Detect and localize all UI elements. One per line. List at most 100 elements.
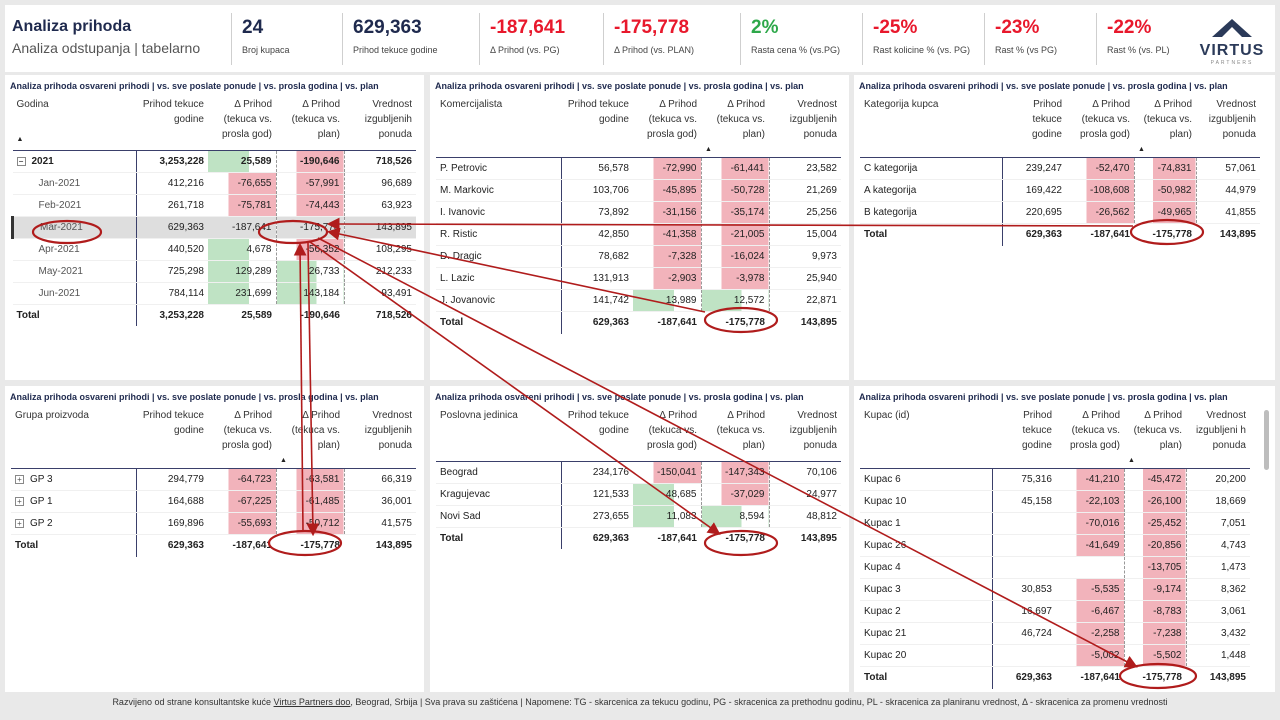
row-label[interactable]: Kragujevac (436, 483, 562, 506)
table-row[interactable]: + GP 2 169,896 -55,693 -50,712 41,575 (11, 512, 416, 535)
column-header-prihod[interactable]: Prihod tekuce godine (992, 408, 1056, 469)
row-label[interactable]: Mar-2021 (11, 216, 137, 239)
row-label[interactable]: + GP 3 (11, 468, 137, 491)
row-label[interactable]: I. Ivanovic (436, 201, 562, 224)
table-row[interactable]: Jan-2021 412,216 -76,655 -57,991 96,689 (12, 172, 416, 195)
row-label[interactable]: May-2021 (12, 260, 137, 283)
sort-arrow-icon[interactable]: ▲ (280, 457, 287, 464)
row-label[interactable]: Kupac 2 (860, 600, 993, 623)
row-label[interactable]: + GP 1 (11, 490, 137, 513)
column-header-dimension[interactable]: Poslovna jedinica (436, 408, 561, 462)
table-row[interactable]: Jun-2021 784,114 231,699 143,184 93,491 (12, 282, 416, 305)
row-label[interactable]: Kupac 1 (860, 512, 993, 535)
table-row[interactable]: Kupac 3 30,853 -5,535 -9,174 8,362 (860, 578, 1250, 601)
row-label[interactable]: Kupac 6 (860, 468, 993, 491)
row-label[interactable]: B kategorija (860, 201, 1003, 224)
sort-arrow-icon[interactable]: ▲ (16, 136, 24, 143)
table-row[interactable]: D. Dragic 78,682 -7,328 -16,024 9,973 (436, 245, 841, 268)
column-header-dimension[interactable]: Kategorija kupca (860, 97, 1002, 158)
table-row[interactable]: A kategorija 169,422 -108,608 -50,982 44,979 (860, 179, 1260, 202)
column-header-dimension[interactable]: Kupac (id) (860, 408, 992, 469)
table-row[interactable]: B kategorija 220,695 -26,562 -49,965 41,855 (860, 201, 1260, 224)
column-header-vrednost[interactable]: Vrednost izgubljenih ponuda (344, 408, 416, 469)
row-label[interactable]: Kupac 10 (860, 490, 993, 513)
column-header-delta-plan[interactable]: Δ Prihod (tekuca vs. plan) (276, 97, 344, 151)
row-label[interactable]: Novi Sad (436, 505, 562, 528)
column-header-delta-plan[interactable]: Δ Prihod (tekuca vs. plan) ▲ (1134, 97, 1196, 158)
table-row[interactable]: Feb-2021 261,718 -75,781 -74,443 63,923 (12, 194, 416, 217)
table-row[interactable]: Kupac 2 16,697 -6,467 -8,783 3,061 (860, 600, 1250, 623)
table-row[interactable]: Mar-2021 629,363 -187,641 -175,778 143,895 (11, 216, 416, 239)
column-header-vrednost[interactable]: Vrednost izgubljenih ponuda (1196, 97, 1260, 158)
column-header-delta-plan[interactable]: Δ Prihod (tekuca vs. plan) ▲ (701, 97, 769, 158)
column-header-delta-pg[interactable]: Δ Prihod (tekuca vs. prosla god) (208, 408, 276, 469)
expand-icon[interactable]: + (15, 475, 24, 484)
table-row[interactable]: L. Lazic 131,913 -2,903 -3,978 25,940 (436, 267, 841, 290)
table-row[interactable]: Apr-2021 440,520 4,678 -56,352 108,295 (12, 238, 416, 261)
row-label[interactable]: R. Ristic (436, 223, 562, 246)
table-row[interactable]: Kupac 26 -41,649 -20,856 4,743 (860, 534, 1250, 557)
table-row[interactable]: P. Petrovic 56,578 -72,990 -61,441 23,582 (436, 157, 841, 180)
column-header-prihod[interactable]: Prihod tekuce godine (136, 97, 208, 151)
collapse-icon[interactable]: − (16, 156, 26, 166)
table-row[interactable]: May-2021 725,298 129,289 26,733 212,233 (12, 260, 416, 283)
column-header-delta-pg[interactable]: Δ Prihod (tekuca vs. prosla god) (208, 97, 276, 151)
table-row[interactable]: I. Ivanovic 73,892 -31,156 -35,174 25,256 (436, 201, 841, 224)
table-row[interactable]: Kragujevac 121,533 48,685 -37,029 24,977 (436, 483, 841, 506)
sort-arrow-icon[interactable]: ▲ (705, 146, 712, 153)
table-row[interactable]: −2021 3,253,228 25,589 -190,646 718,526 (12, 150, 416, 173)
row-label[interactable]: Beograd (436, 461, 562, 484)
column-header-prihod[interactable]: Prihod tekuce godine (1002, 97, 1066, 158)
panel-scrollbar[interactable] (1264, 410, 1269, 470)
row-label[interactable]: Kupac 21 (860, 622, 993, 645)
row-label[interactable]: Jan-2021 (12, 172, 137, 195)
table-row[interactable]: Novi Sad 273,655 11,083 8,594 48,812 (436, 505, 841, 528)
row-label[interactable]: Kupac 3 (860, 578, 993, 601)
column-header-vrednost[interactable]: Vrednost izgubljenih ponuda (344, 97, 416, 151)
table-row[interactable]: + GP 1 164,688 -67,225 -61,485 36,001 (11, 490, 416, 513)
column-header-delta-pg[interactable]: Δ Prihod (tekuca vs. prosla god) (1066, 97, 1134, 158)
table-row[interactable]: Kupac 10 45,158 -22,103 -26,100 18,669 (860, 490, 1250, 513)
row-label[interactable]: D. Dragic (436, 245, 562, 268)
sort-arrow-icon[interactable]: ▲ (1138, 146, 1145, 153)
footer-link[interactable]: Virtus Partners doo (273, 697, 351, 707)
table-row[interactable]: + GP 3 294,779 -64,723 -63,581 66,319 (11, 468, 416, 491)
row-label[interactable]: M. Markovic (436, 179, 562, 202)
column-header-delta-plan[interactable]: Δ Prihod (tekuca vs. plan) ▲ (1124, 408, 1186, 469)
table-row[interactable]: R. Ristic 42,850 -41,358 -21,005 15,004 (436, 223, 841, 246)
row-label[interactable]: Kupac 26 (860, 534, 993, 557)
table-row[interactable]: M. Markovic 103,706 -45,895 -50,728 21,269 (436, 179, 841, 202)
expand-icon[interactable]: + (15, 519, 24, 528)
row-label[interactable]: A kategorija (860, 179, 1003, 202)
table-row[interactable]: Beograd 234,176 -150,041 -147,343 70,106 (436, 461, 841, 484)
table-row[interactable]: Kupac 21 46,724 -2,258 -7,238 3,432 (860, 622, 1250, 645)
table-row[interactable]: J. Jovanovic 141,742 13,989 12,572 22,871 (436, 289, 841, 312)
column-header-delta-pg[interactable]: Δ Prihod (tekuca vs. prosla god) (633, 97, 701, 158)
row-label[interactable]: −2021 (12, 150, 137, 173)
row-label[interactable]: C kategorija (860, 157, 1003, 180)
column-header-prihod[interactable]: Prihod tekuce godine (561, 408, 633, 462)
row-label[interactable]: Kupac 20 (860, 644, 993, 667)
row-label[interactable]: P. Petrovic (436, 157, 562, 180)
column-header-delta-plan[interactable]: Δ Prihod (tekuca vs. plan) (701, 408, 769, 462)
table-row[interactable]: Kupac 20 -5,002 -5,502 1,448 (860, 644, 1250, 667)
table-row[interactable]: C kategorija 239,247 -52,470 -74,831 57,061 (860, 157, 1260, 180)
row-label[interactable]: Kupac 4 (860, 556, 993, 579)
expand-icon[interactable]: + (15, 497, 24, 506)
table-row[interactable]: Kupac 6 75,316 -41,210 -45,472 20,200 (860, 468, 1250, 491)
column-header-prihod[interactable]: Prihod tekuce godine (561, 97, 633, 158)
row-label[interactable]: Feb-2021 (12, 194, 137, 217)
sort-arrow-icon[interactable]: ▲ (1128, 457, 1135, 464)
column-header-delta-pg[interactable]: Δ Prihod (tekuca vs. prosla god) (1056, 408, 1124, 469)
row-label[interactable]: Jun-2021 (12, 282, 137, 305)
column-header-dimension[interactable]: Komercijalista (436, 97, 561, 158)
column-header-dimension[interactable]: Grupa proizvoda (11, 408, 136, 469)
table-row[interactable]: Kupac 4 -13,705 1,473 (860, 556, 1250, 579)
column-header-delta-plan[interactable]: Δ Prihod (tekuca vs. plan) ▲ (276, 408, 344, 469)
row-label[interactable]: + GP 2 (11, 512, 137, 535)
row-label[interactable]: Apr-2021 (12, 238, 137, 261)
column-header-dimension[interactable]: Godina ▲ (12, 97, 136, 151)
row-label[interactable]: L. Lazic (436, 267, 562, 290)
column-header-prihod[interactable]: Prihod tekuce godine (136, 408, 208, 469)
table-row[interactable]: Kupac 1 -70,016 -25,452 7,051 (860, 512, 1250, 535)
